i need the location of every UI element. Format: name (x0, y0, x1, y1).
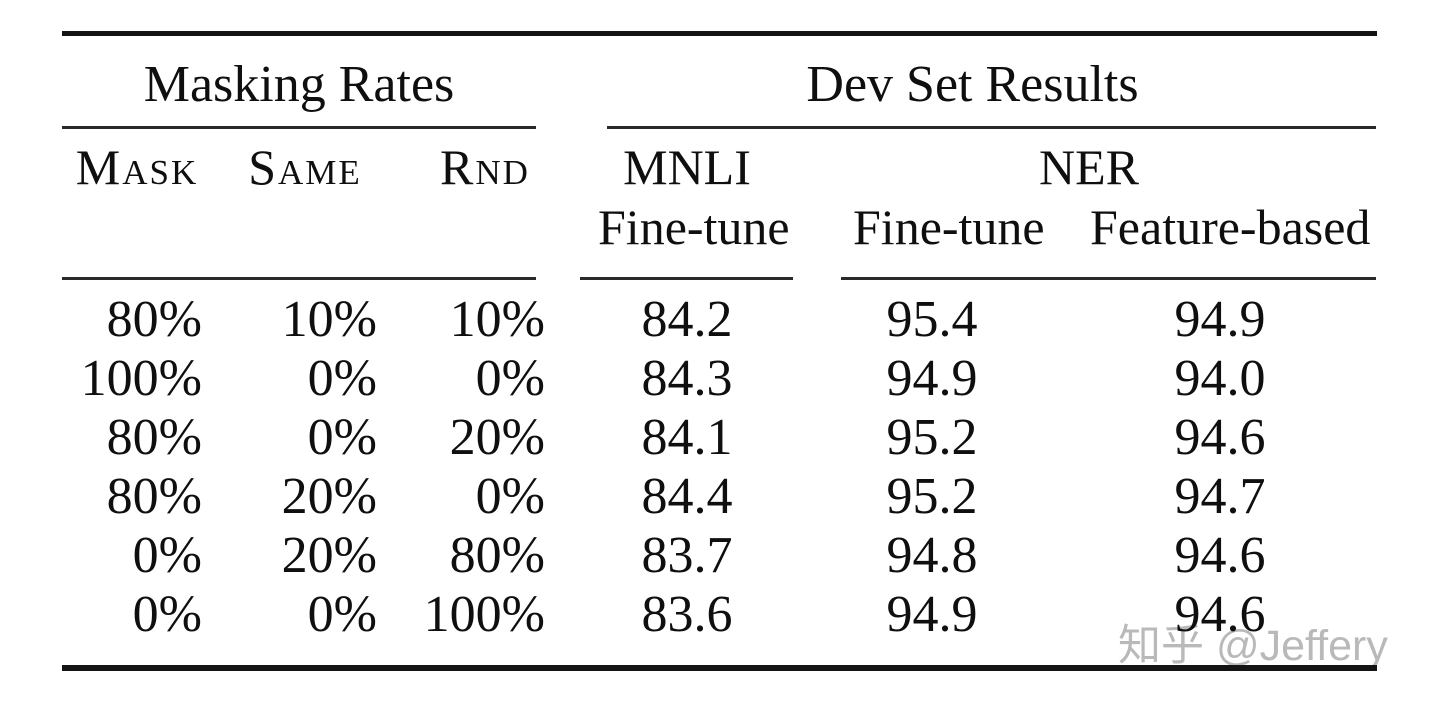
table-row: 80% 0% 20% 84.1 95.2 94.6 (0, 408, 1440, 468)
cell-mask-rate: 80% (106, 468, 202, 525)
subheader-ner-feature-based: Feature-based (1090, 199, 1371, 255)
column-header-ner: NER (1039, 139, 1139, 195)
cell-mask-rate: 80% (106, 409, 202, 466)
cell-ner-feature: 94.7 (1174, 468, 1266, 525)
cell-ner-finetune: 95.4 (886, 291, 978, 348)
cell-mnli-finetune: 84.2 (641, 291, 733, 348)
masking-columns-midrule (62, 277, 536, 280)
cell-mnli-finetune: 84.4 (641, 468, 733, 525)
table-row: 100% 0% 0% 84.3 94.9 94.0 (0, 349, 1440, 409)
cell-ner-finetune: 94.9 (886, 586, 978, 643)
group-header-dev-set-results: Dev Set Results (806, 56, 1139, 113)
cell-rnd-rate: 0% (475, 468, 545, 525)
cell-mask-rate: 0% (132, 586, 202, 643)
table-row: 80% 10% 10% 84.2 95.4 94.9 (0, 290, 1440, 350)
cell-mask-rate: 0% (132, 527, 202, 584)
cell-same-rate: 0% (307, 409, 377, 466)
cell-same-rate: 0% (307, 350, 377, 407)
cell-same-rate: 20% (281, 527, 377, 584)
column-header-mnli: MNLI (623, 139, 751, 195)
cell-ner-feature: 94.6 (1174, 527, 1266, 584)
subheader-ner-fine-tune: Fine-tune (853, 199, 1045, 255)
cell-rnd-rate: 100% (423, 586, 545, 643)
zhihu-watermark: 知乎 @Jeffery (1118, 622, 1388, 670)
column-header-mask: Mask (75, 139, 199, 195)
cell-ner-finetune: 94.9 (886, 350, 978, 407)
dev-set-results-underline-rule (607, 126, 1376, 129)
table-row: 0% 0% 100% 83.6 94.9 94.6 (0, 585, 1440, 645)
cell-rnd-rate: 80% (449, 527, 545, 584)
ner-columns-midrule (841, 277, 1376, 280)
cell-rnd-rate: 0% (475, 350, 545, 407)
cell-mnli-finetune: 84.1 (641, 409, 733, 466)
cell-mask-rate: 100% (80, 350, 202, 407)
subheader-mnli-fine-tune: Fine-tune (598, 199, 790, 255)
column-header-rnd: Rnd (440, 139, 530, 195)
cell-ner-feature: 94.9 (1174, 291, 1266, 348)
cell-ner-feature: 94.0 (1174, 350, 1266, 407)
cell-mnli-finetune: 84.3 (641, 350, 733, 407)
cell-mnli-finetune: 83.6 (641, 586, 733, 643)
cell-ner-feature: 94.6 (1174, 409, 1266, 466)
table-top-rule (62, 31, 1377, 36)
table-row: 80% 20% 0% 84.4 95.2 94.7 (0, 467, 1440, 527)
cell-same-rate: 10% (281, 291, 377, 348)
cell-same-rate: 0% (307, 586, 377, 643)
table-row: 0% 20% 80% 83.7 94.8 94.6 (0, 526, 1440, 586)
cell-same-rate: 20% (281, 468, 377, 525)
cell-rnd-rate: 10% (449, 291, 545, 348)
table-bottom-rule (62, 665, 1377, 671)
cell-ner-finetune: 95.2 (886, 409, 978, 466)
group-header-masking-rates: Masking Rates (143, 56, 455, 113)
cell-mask-rate: 80% (106, 291, 202, 348)
cell-ner-finetune: 95.2 (886, 468, 978, 525)
masking-rates-underline-rule (62, 126, 536, 129)
cell-mnli-finetune: 83.7 (641, 527, 733, 584)
cell-rnd-rate: 20% (449, 409, 545, 466)
column-header-same: Same (248, 139, 362, 195)
mnli-column-midrule (580, 277, 793, 280)
cell-ner-finetune: 94.8 (886, 527, 978, 584)
cell-ner-feature: 94.6 (1174, 586, 1266, 643)
